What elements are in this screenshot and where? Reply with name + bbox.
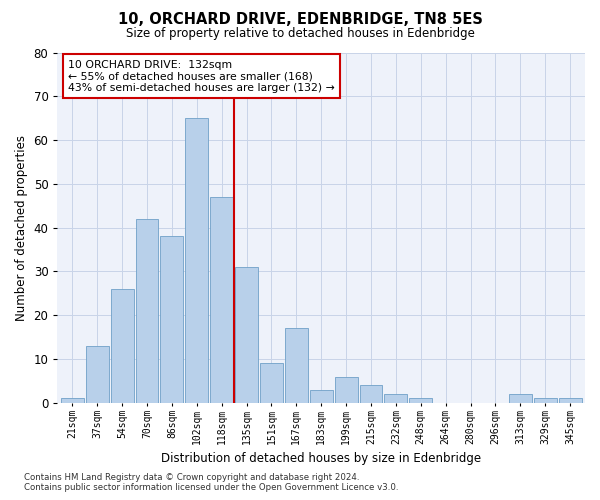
Bar [310,390,332,403]
Text: 10 ORCHARD DRIVE:  132sqm
← 55% of detached houses are smaller (168)
43% of semi: 10 ORCHARD DRIVE: 132sqm ← 55% of detach… [68,60,335,92]
Bar [185,118,208,403]
Text: Contains HM Land Registry data © Crown copyright and database right 2024.
Contai: Contains HM Land Registry data © Crown c… [24,473,398,492]
Text: 10, ORCHARD DRIVE, EDENBRIDGE, TN8 5ES: 10, ORCHARD DRIVE, EDENBRIDGE, TN8 5ES [118,12,482,28]
Bar [285,328,308,403]
Bar [409,398,432,403]
Bar [160,236,184,403]
Bar [86,346,109,403]
Bar [210,197,233,403]
Bar [61,398,84,403]
Bar [559,398,581,403]
Bar [235,267,258,403]
Text: Size of property relative to detached houses in Edenbridge: Size of property relative to detached ho… [125,28,475,40]
Bar [385,394,407,403]
Y-axis label: Number of detached properties: Number of detached properties [15,134,28,320]
Bar [509,394,532,403]
X-axis label: Distribution of detached houses by size in Edenbridge: Distribution of detached houses by size … [161,452,481,465]
Bar [359,386,382,403]
Bar [534,398,557,403]
Bar [111,289,134,403]
Bar [335,376,358,403]
Bar [136,219,158,403]
Bar [260,364,283,403]
